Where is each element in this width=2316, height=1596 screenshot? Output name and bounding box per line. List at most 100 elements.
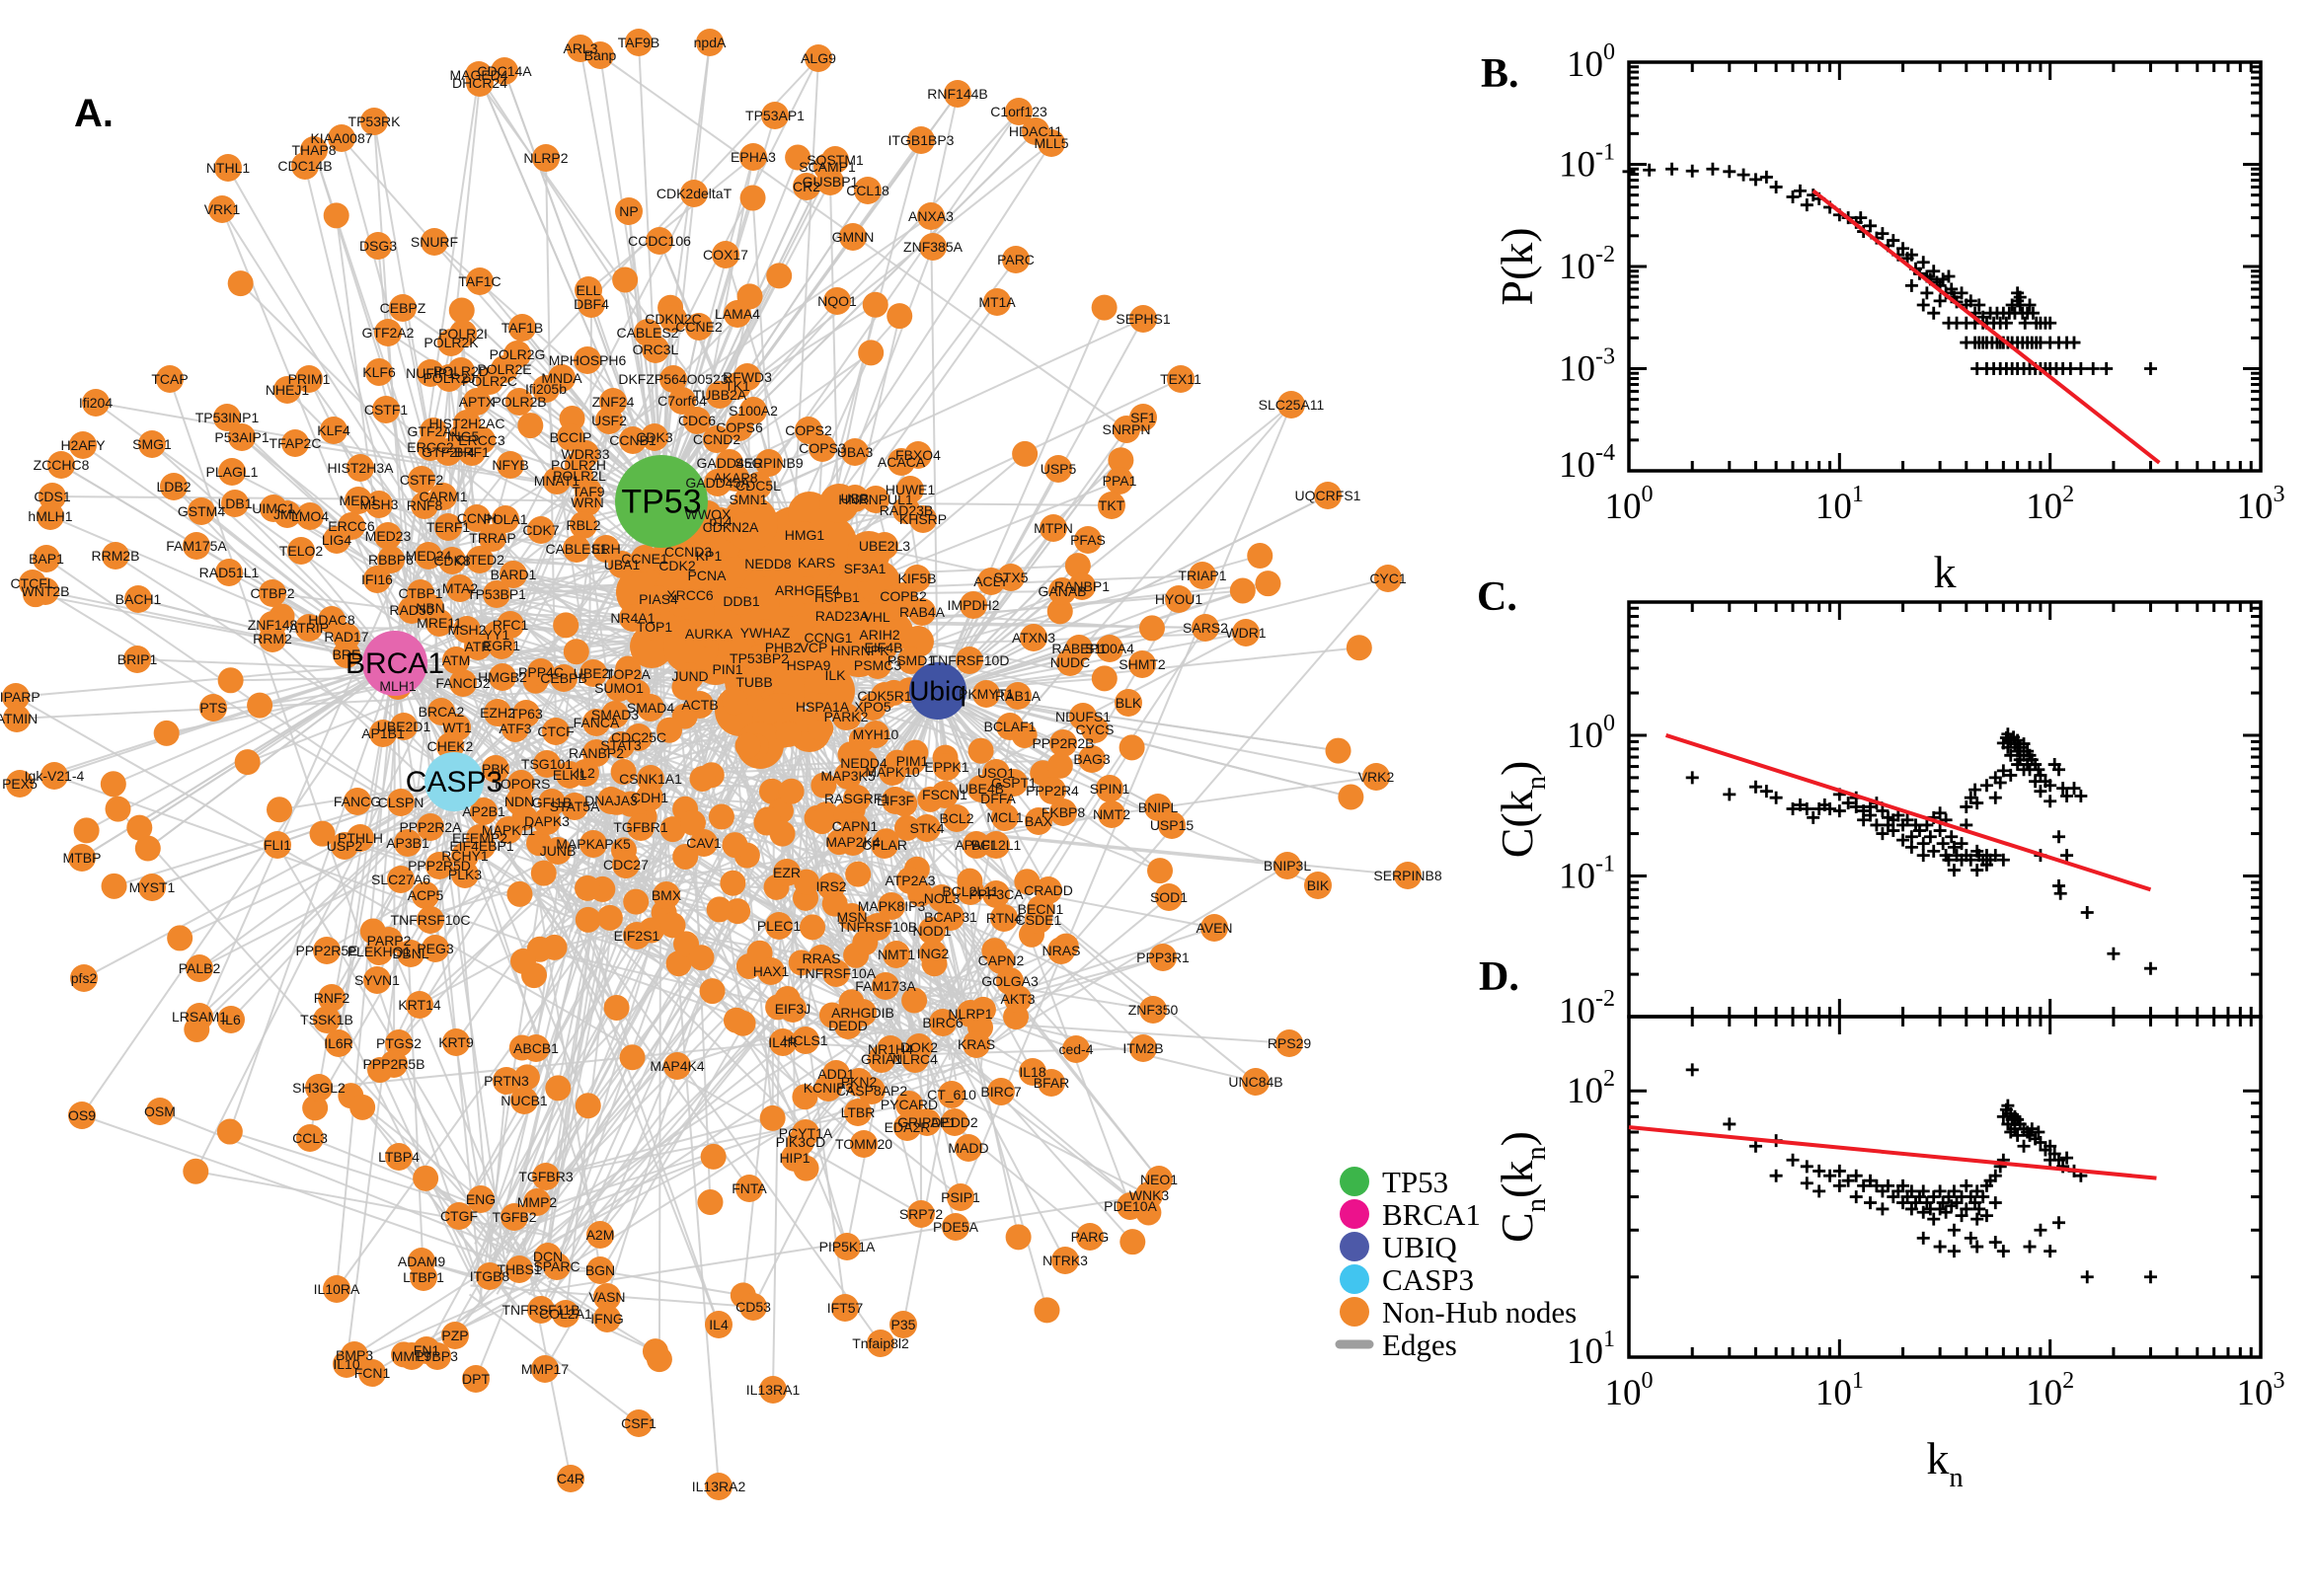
node-label: BCLAF1	[984, 719, 1037, 734]
node-label: EDA2R	[885, 1119, 931, 1135]
data-point	[1934, 1241, 1947, 1254]
network-node	[1092, 665, 1118, 691]
node-label: LIG4	[322, 532, 352, 548]
data-point	[1801, 1160, 1814, 1173]
node-label: ZCCHC8	[34, 457, 90, 473]
data-point	[1917, 298, 1930, 311]
node-label: SLC27A6	[371, 872, 430, 887]
node-label: ACP5	[408, 887, 444, 903]
x-axis-title: k	[1934, 547, 1957, 597]
network-node	[1326, 738, 1351, 764]
node-label: TP53INP1	[195, 410, 260, 425]
network-node	[106, 797, 131, 822]
node-label: VRK1	[204, 201, 241, 217]
node-label: BFAR	[1034, 1075, 1070, 1091]
node-label: DNAJA3	[584, 793, 638, 808]
node-label: PTGS2	[376, 1035, 422, 1051]
node-label: SH3GL2	[292, 1080, 346, 1096]
network-node	[968, 738, 994, 764]
node-label: CTBP2	[250, 585, 294, 601]
node-label: ITGB8	[470, 1268, 510, 1284]
node-label: hMLH1	[28, 508, 72, 524]
node-label: TRRAP	[469, 530, 515, 546]
data-point	[2034, 1224, 2046, 1237]
node-label: MLL5	[1034, 135, 1068, 151]
legend-label: Non-Hub nodes	[1382, 1295, 1577, 1330]
node-label: FNTA	[732, 1180, 767, 1196]
node-label: RAD17	[324, 629, 368, 645]
node-label: DKFZP564O0523	[618, 371, 728, 387]
network-node	[1255, 570, 1280, 596]
node-label: KIF5B	[898, 570, 937, 586]
y-axis-title: P(k)	[1492, 227, 1542, 305]
node-label: USP5	[1041, 461, 1077, 477]
node-label: BCL2	[939, 810, 973, 826]
network-node	[643, 1338, 668, 1364]
node-label: CDK3	[636, 429, 673, 445]
node-label: SMN1	[730, 492, 768, 507]
node-label: CDK7	[522, 522, 560, 538]
node-label: SERPINB8	[1373, 868, 1441, 883]
node-label: STK4	[909, 820, 944, 836]
network-node	[887, 303, 912, 329]
network-node	[217, 1119, 243, 1145]
node-label: PEX5	[2, 776, 38, 792]
data-point	[1948, 1245, 1961, 1257]
node-label: KARS	[798, 555, 835, 570]
data-point	[1665, 163, 1678, 176]
node-label: PLK3	[448, 867, 482, 882]
axis-tick-label: 10-1	[1559, 140, 1615, 186]
network-node	[612, 266, 638, 292]
node-label: NP	[619, 203, 638, 219]
data-point	[1801, 1177, 1814, 1189]
node-label: FBXO4	[895, 447, 941, 463]
data-point	[1942, 317, 1955, 330]
y-axis-title: C(kn)	[1492, 761, 1552, 859]
network-node	[542, 935, 568, 960]
data-point	[2052, 830, 2065, 843]
node-label: GMNN	[832, 229, 875, 245]
node-label: P53AIP1	[214, 429, 269, 445]
node-label: FLI1	[264, 837, 291, 853]
node-label: BNIP3L	[1264, 858, 1311, 874]
node-label: PARG	[1071, 1229, 1110, 1245]
data-point	[1807, 811, 1819, 824]
node-label: CSTF1	[364, 402, 409, 418]
node-label: BCL2L1	[971, 837, 1022, 853]
node-label: CCL18	[846, 183, 889, 198]
network-node	[1119, 734, 1145, 760]
node-label: UQCRFS1	[1295, 488, 1361, 503]
network-node	[228, 270, 254, 296]
node-label: PTS	[199, 700, 226, 716]
node-label: WNK3	[1129, 1187, 1170, 1203]
node-label: PPP2R5B	[362, 1056, 425, 1072]
network-node	[506, 881, 532, 907]
node-label: SF1	[1130, 410, 1156, 425]
node-label: NR1H4	[868, 1041, 913, 1057]
axis-tick-label: 102	[2026, 482, 2074, 527]
node-label: ABCB1	[513, 1040, 559, 1056]
data-point	[1833, 804, 1846, 817]
network-node	[247, 693, 272, 719]
node-label: KRAS	[958, 1036, 995, 1052]
node-label: AURKA	[685, 626, 733, 642]
network-node	[845, 862, 871, 887]
node-label: RAB1A	[995, 688, 1042, 704]
node-label: CAPN2	[978, 952, 1025, 968]
node-label: ced-4	[1058, 1041, 1093, 1057]
legend-item-casp3: CASP3	[1340, 1262, 1474, 1297]
node-label: AVEN	[1196, 920, 1232, 936]
node-label: IL13RA1	[746, 1382, 801, 1398]
network-node	[724, 1008, 749, 1033]
node-label: HIP1	[779, 1150, 810, 1166]
legend-item-edges: Edges	[1340, 1328, 1457, 1362]
node-label: EIF2S1	[614, 928, 660, 944]
node-label: SMG1	[132, 436, 172, 452]
node-label: BIRC7	[980, 1084, 1021, 1100]
node-label: MADD	[948, 1140, 988, 1156]
node-label: CDS1	[34, 489, 71, 504]
node-label: KLF6	[362, 364, 396, 380]
